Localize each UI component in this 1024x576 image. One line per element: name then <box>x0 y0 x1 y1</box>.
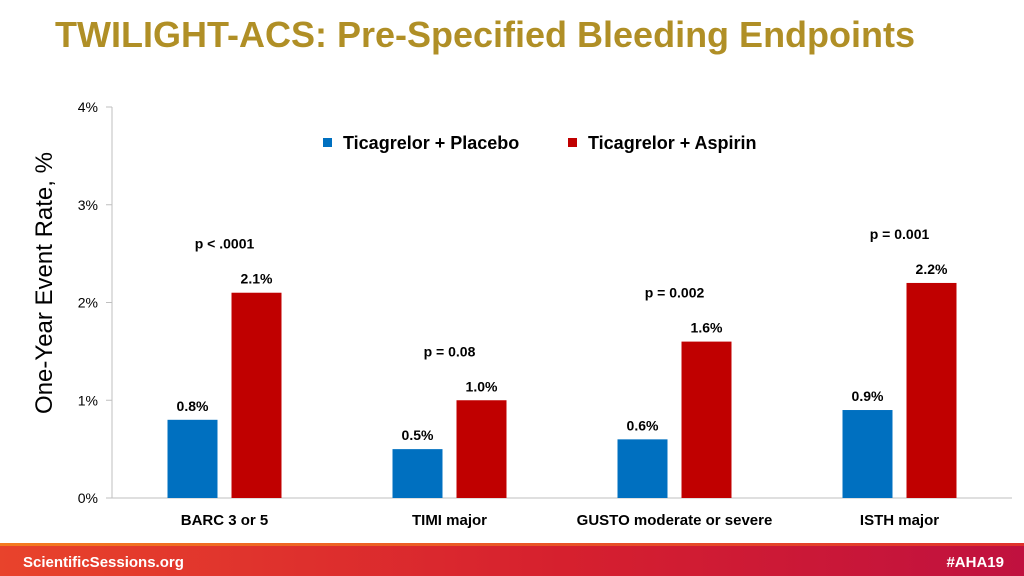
footer-website[interactable]: ScientificSessions.org <box>23 554 184 571</box>
legend: Ticagrelor + Placebo Ticagrelor + Aspirin <box>323 133 757 153</box>
bar-value-label: 0.6% <box>627 417 659 433</box>
y-axis-label: One-Year Event Rate, % <box>31 152 58 414</box>
p-value-label: p = 0.001 <box>870 226 930 242</box>
bar-value-label: 1.6% <box>691 320 723 336</box>
bar-value-label: 0.5% <box>402 427 434 443</box>
bar-value-label: 1.0% <box>466 378 498 394</box>
x-tick-label: BARC 3 or 5 <box>181 512 269 529</box>
aspirin-bar <box>681 341 732 498</box>
x-tick-label: ISTH major <box>860 512 939 529</box>
aspirin-bar <box>456 400 507 498</box>
y-tick-label: 3% <box>78 197 98 213</box>
y-tick-label: 2% <box>78 295 98 311</box>
bar-chart: One-Year Event Rate, % 0% 1% 2% 3% 4% 0.8% 2.… <box>31 99 1012 529</box>
footer-hashtag: #AHA19 <box>946 554 1004 571</box>
legend-swatch <box>323 138 332 147</box>
placebo-bar <box>167 419 218 498</box>
y-tick-label: 4% <box>78 99 98 115</box>
placebo-bar <box>617 439 668 498</box>
x-tick-label: GUSTO moderate or severe <box>577 512 773 529</box>
y-ticks: 0% 1% 2% 3% 4% <box>78 99 112 506</box>
bar-value-label: 0.9% <box>852 388 884 404</box>
legend-swatch <box>568 138 577 147</box>
bars: 0.8% 2.1% p < .0001 BARC 3 or 5 0.5% 1.0% p = … <box>167 226 957 529</box>
legend-label: Ticagrelor + Aspirin <box>588 133 757 153</box>
placebo-bar <box>392 449 443 498</box>
footer-bar: ScientificSessions.org #AHA19 <box>0 543 1024 576</box>
bar-value-label: 2.2% <box>916 261 948 277</box>
y-tick-label: 0% <box>78 490 98 506</box>
x-tick-label: TIMI major <box>412 512 487 529</box>
aspirin-bar <box>906 282 957 498</box>
bar-value-label: 2.1% <box>241 271 273 287</box>
placebo-bar <box>842 410 893 498</box>
p-value-label: p = 0.002 <box>645 285 705 301</box>
y-tick-label: 1% <box>78 392 98 408</box>
page-title: TWILIGHT-ACS: Pre-Specified Bleeding End… <box>55 14 916 55</box>
legend-label: Ticagrelor + Placebo <box>343 133 519 153</box>
aspirin-bar <box>231 292 282 498</box>
bar-value-label: 0.8% <box>177 398 209 414</box>
p-value-label: p = 0.08 <box>424 343 476 359</box>
p-value-label: p < .0001 <box>195 236 255 252</box>
footer-accent-stripe <box>0 543 1024 546</box>
